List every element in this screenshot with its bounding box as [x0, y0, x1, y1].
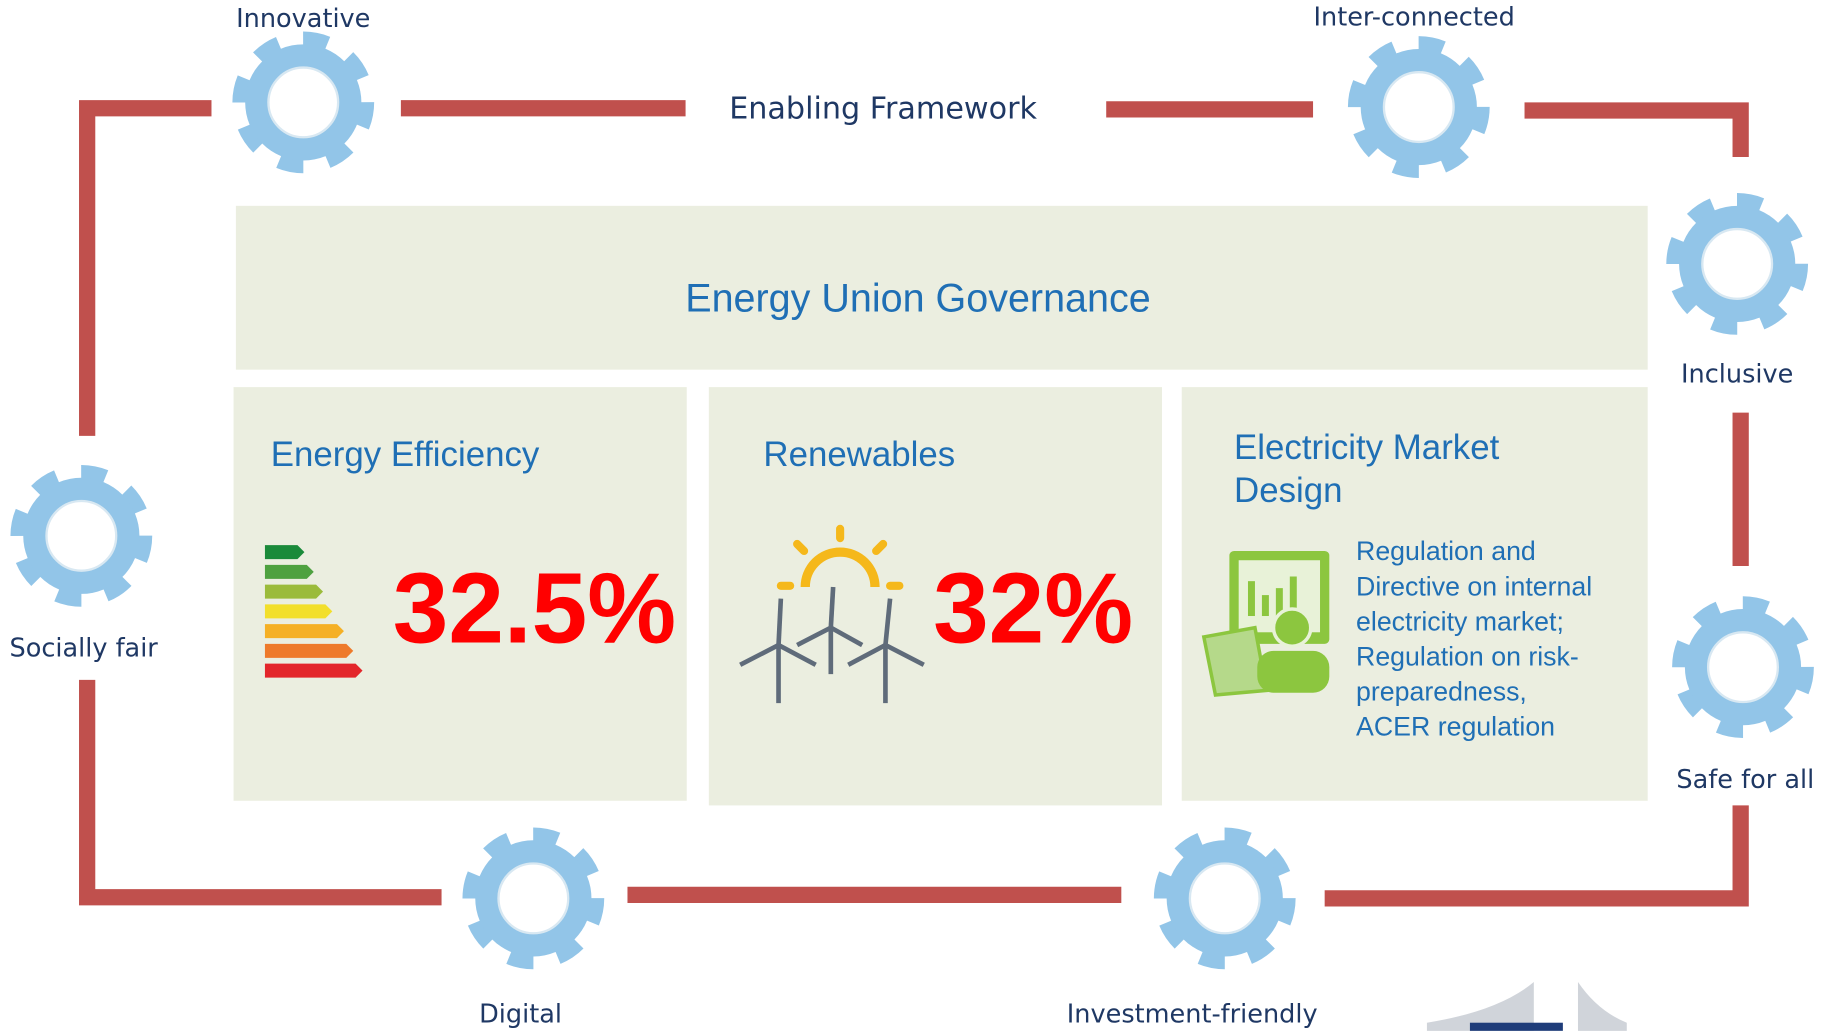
market-text-line: Regulation on risk-	[1356, 642, 1579, 672]
market-text-line: ACER regulation	[1356, 712, 1555, 742]
gears: Innovative Inter-connected Inclusive Safe f…	[9, 3, 1814, 1030]
frame-title: Enabling Framework	[729, 92, 1037, 127]
market-text-line: Regulation and	[1356, 536, 1536, 566]
governance-box	[235, 205, 1648, 370]
box-title: Renewables	[763, 435, 955, 474]
box-title: Electricity Market	[1234, 428, 1500, 467]
target: 32%	[933, 554, 1133, 665]
gear	[1683, 607, 1804, 728]
gear-label: Safe for all	[1676, 765, 1814, 795]
gear	[1358, 47, 1479, 168]
gear	[1164, 838, 1285, 959]
frame	[79, 100, 1749, 907]
logo	[1426, 982, 1627, 1031]
market-text-line: electricity market;	[1356, 606, 1564, 636]
gear	[473, 838, 594, 959]
gear	[1677, 204, 1798, 325]
target: 32.5%	[393, 554, 676, 665]
market-text-line: preparedness,	[1356, 677, 1527, 707]
gear-label: Digital	[479, 1000, 562, 1030]
gear-label: Innovative	[236, 4, 370, 34]
governance-title: Energy Union Governance	[685, 277, 1151, 321]
box-title: Energy Efficiency	[271, 435, 540, 474]
renewables-box	[708, 387, 1162, 806]
energy-label-icon	[264, 545, 363, 678]
market-text: Regulation and Directive on internal elect…	[1356, 536, 1592, 741]
wind-sun-icon	[739, 524, 925, 704]
market-icon	[1201, 550, 1330, 697]
gear-label: Inter-connected	[1313, 3, 1514, 33]
box-title: Design	[1234, 471, 1342, 510]
gear-label: Inclusive	[1681, 359, 1793, 389]
gear-label: Investment-friendly	[1067, 1000, 1318, 1030]
market-text-line: Directive on internal	[1356, 571, 1592, 601]
gear	[243, 42, 364, 163]
gear-label: Socially fair	[9, 634, 158, 664]
gear	[21, 475, 142, 596]
